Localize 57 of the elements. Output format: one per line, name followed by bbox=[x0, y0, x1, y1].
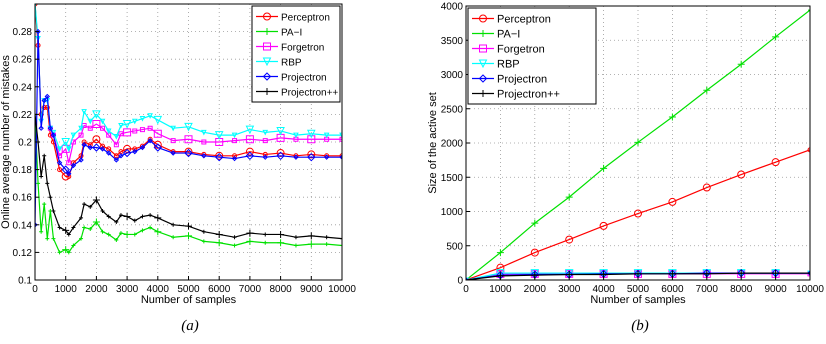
x-tick-label: 8000 bbox=[730, 284, 753, 295]
x-tick-label: 6000 bbox=[208, 284, 231, 295]
x-tick-label: 1000 bbox=[489, 284, 512, 295]
legend-label: Projectron bbox=[497, 74, 548, 86]
legend-label: Perceptron bbox=[281, 12, 330, 24]
y-tick-label: 0.14 bbox=[12, 220, 32, 232]
y-axis-title: Size of the active set bbox=[427, 92, 439, 194]
y-tick-label: 0.26 bbox=[12, 54, 32, 66]
y-tick-label: 1000 bbox=[440, 207, 464, 218]
x-tick-label: 8000 bbox=[269, 284, 292, 295]
text: (a) bbox=[181, 318, 199, 334]
y-tick-label: 2000 bbox=[440, 138, 464, 150]
legend-label: Projectron bbox=[281, 72, 327, 84]
x-tick-label: 4000 bbox=[592, 284, 616, 295]
x-tick-label: 10000 bbox=[328, 284, 356, 295]
legend-label: Projectron++ bbox=[497, 88, 560, 100]
y-tick-label: 1500 bbox=[440, 172, 464, 184]
y-tick-label: 3500 bbox=[440, 36, 464, 47]
legend-label: Forgetron bbox=[497, 44, 545, 56]
y-tick-label: 0 bbox=[457, 276, 464, 286]
legend-label: PA−I bbox=[497, 28, 520, 40]
legend-label: Projectron++ bbox=[281, 88, 338, 98]
y-tick-label: 2500 bbox=[440, 104, 464, 116]
y-tick-label: 3000 bbox=[440, 70, 464, 81]
x-tick-label: 3000 bbox=[116, 284, 139, 295]
x-tick-label: 4000 bbox=[146, 284, 170, 295]
y-tick-label: 0.16 bbox=[12, 192, 32, 204]
y-tick-label: 4000 bbox=[440, 2, 464, 12]
x-axis-title: Number of samples bbox=[140, 294, 237, 306]
y-tick-label: 0.24 bbox=[12, 82, 32, 94]
y-tick-label: 0.2 bbox=[18, 138, 32, 148]
y-tick-label: 0.1 bbox=[18, 276, 32, 286]
y-tick-label: 0.12 bbox=[12, 248, 32, 259]
x-tick-label: 1000 bbox=[54, 284, 78, 295]
x-tick-label: 7000 bbox=[696, 284, 718, 295]
x-tick-label: 5000 bbox=[177, 284, 200, 295]
x-tick-label: 7000 bbox=[238, 284, 262, 295]
y-tick-label: 0.18 bbox=[12, 165, 32, 176]
x-tick-label: 10000 bbox=[796, 284, 824, 295]
x-tick-label: 5000 bbox=[626, 284, 650, 295]
y-axis-title: Online average number of mistakes bbox=[0, 54, 12, 229]
x-tick-label: 2000 bbox=[85, 284, 108, 295]
x-tick-label: 6000 bbox=[661, 284, 684, 295]
y-tick-label: 500 bbox=[446, 241, 464, 252]
legend-label: RBP bbox=[497, 58, 520, 70]
legend-label: RBP bbox=[281, 58, 302, 68]
text: (b) bbox=[631, 318, 649, 334]
x-tick-label: 3000 bbox=[558, 284, 581, 295]
legend-label: PA−I bbox=[281, 28, 302, 38]
y-tick-label: 0.28 bbox=[12, 27, 32, 38]
y-tick-label: 0.22 bbox=[12, 110, 32, 121]
x-axis-title: Number of samples bbox=[590, 294, 686, 306]
legend-label: Forgetron bbox=[281, 42, 324, 54]
x-tick-label: 2000 bbox=[524, 284, 546, 295]
x-tick-label: 9000 bbox=[764, 284, 788, 295]
legend-label: Perceptron bbox=[497, 14, 551, 26]
x-tick-label: 9000 bbox=[300, 284, 323, 295]
